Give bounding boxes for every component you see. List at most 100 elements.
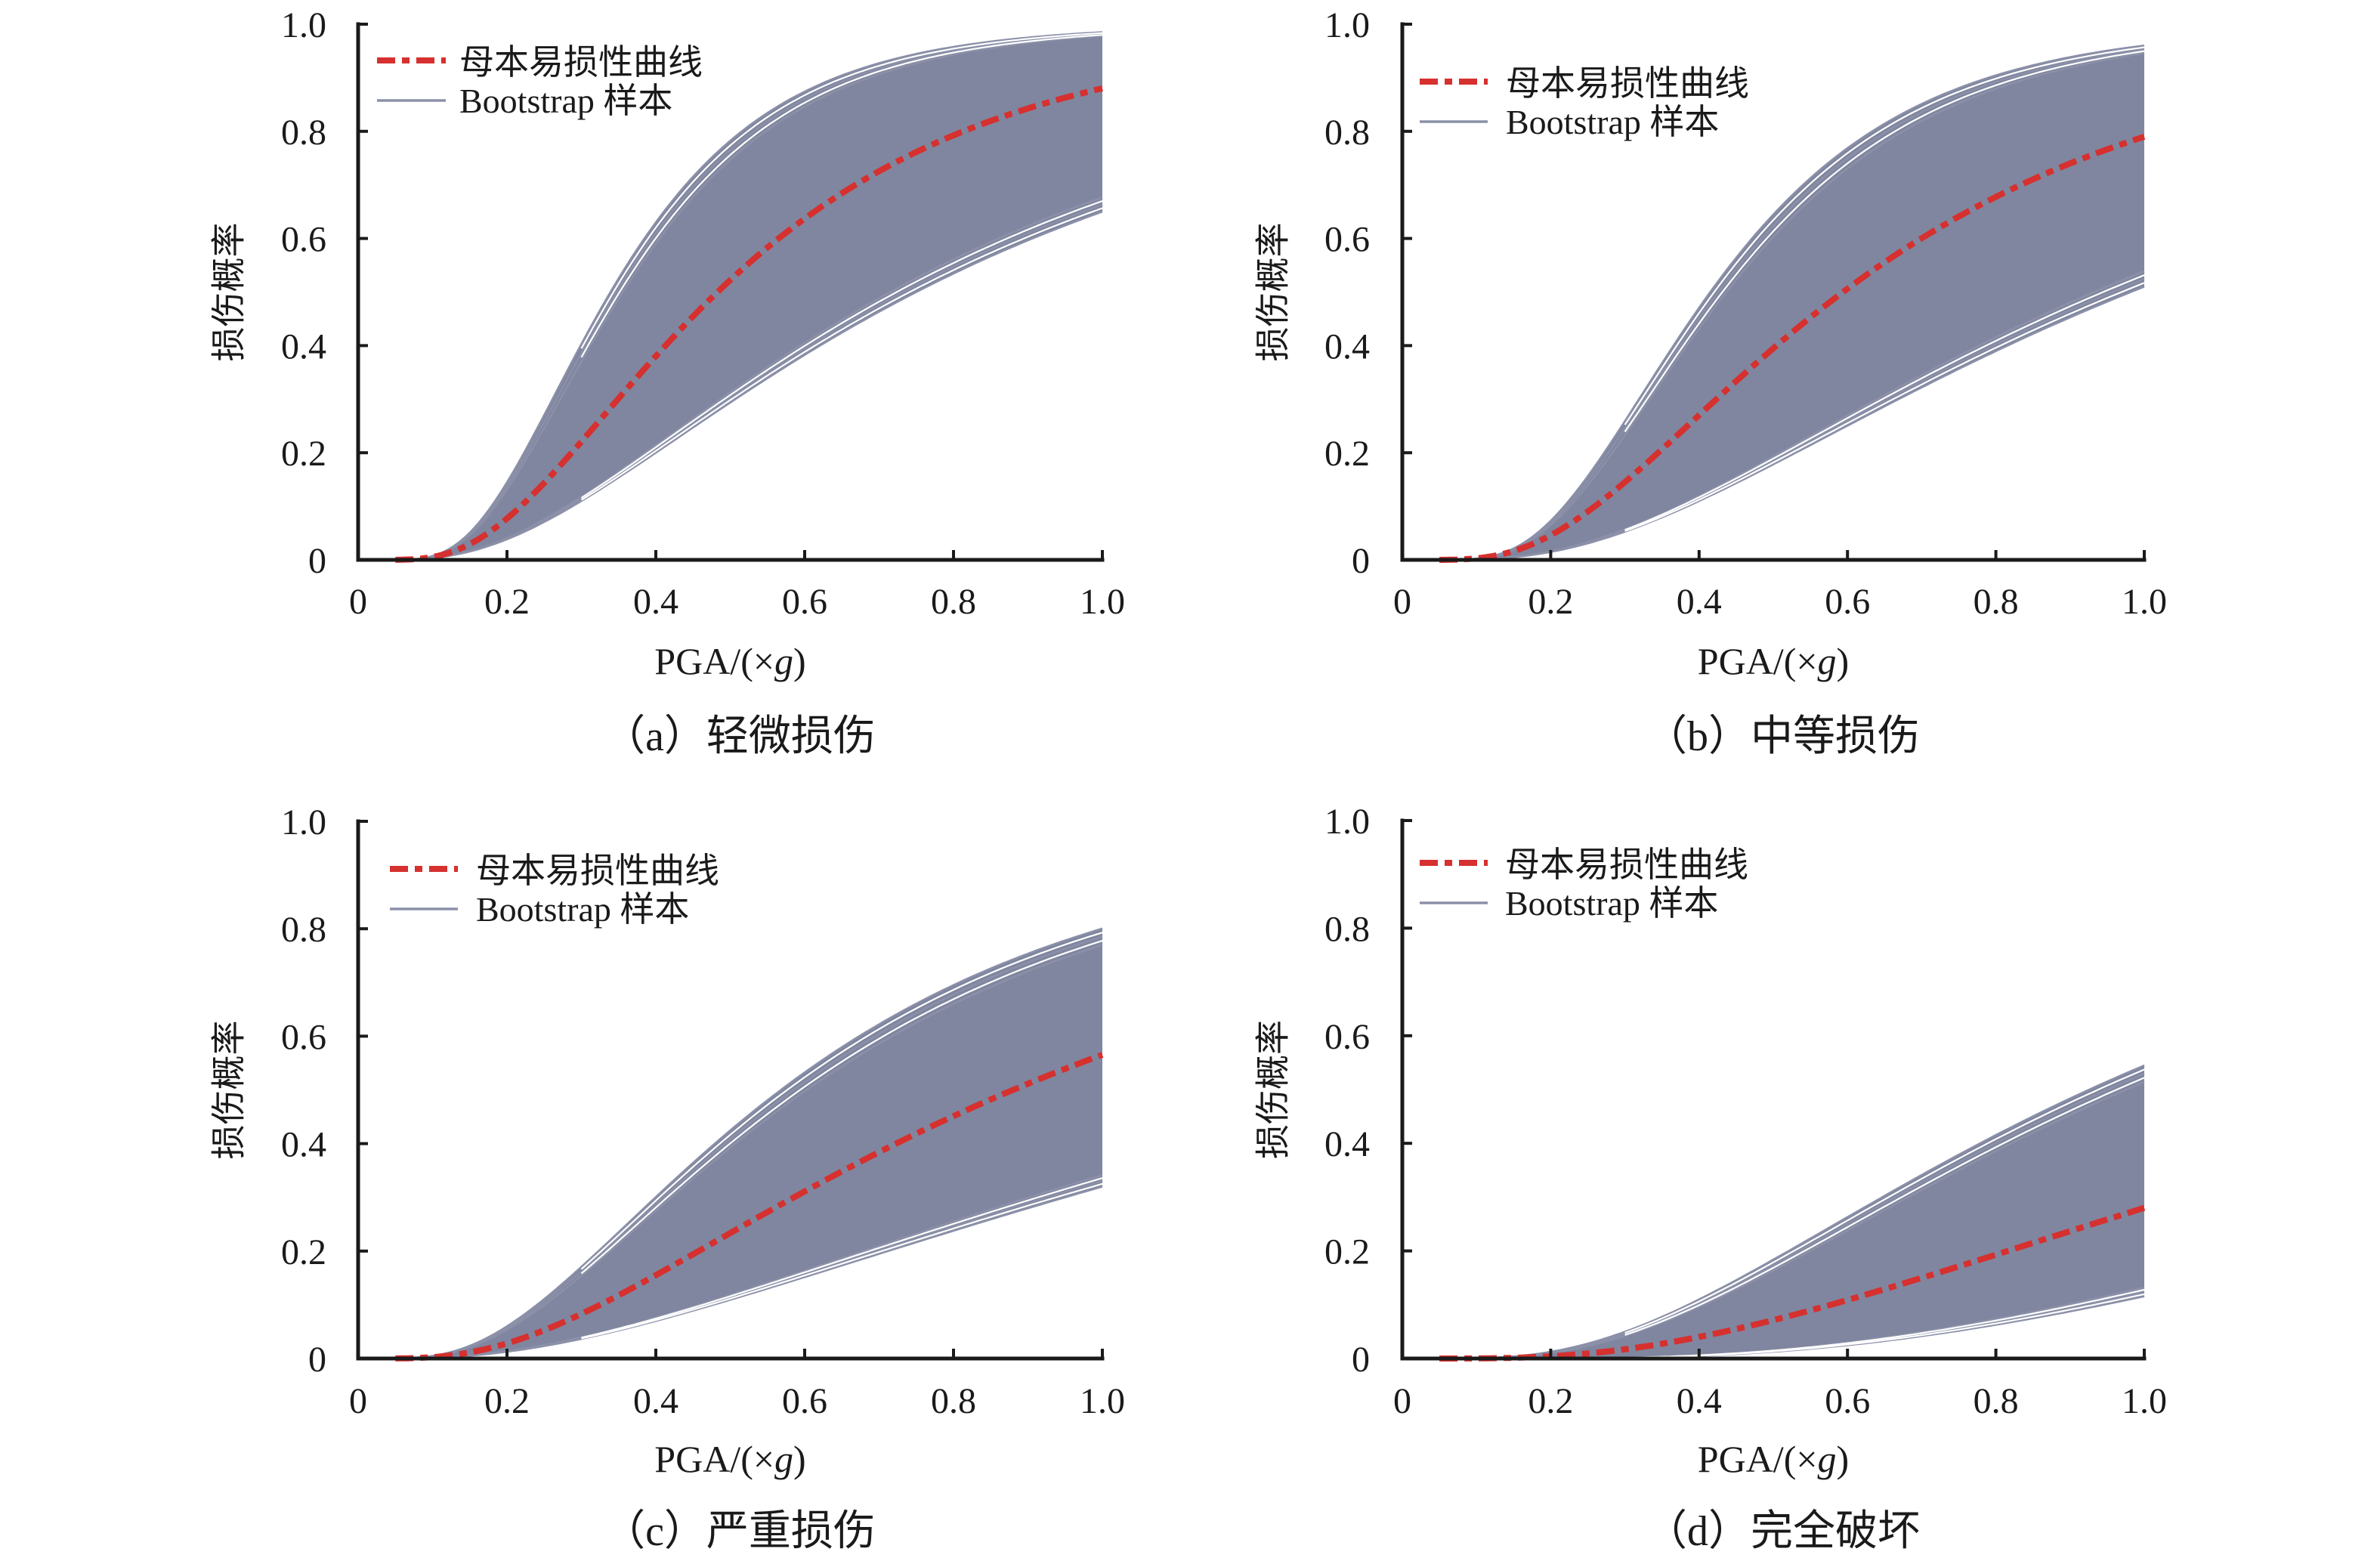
x-tick-label: 0.2: [484, 582, 530, 622]
x-tick-label: 0: [349, 1381, 367, 1421]
panel-caption: （b）中等损伤: [1645, 713, 1920, 760]
parent-fragility-curve: [1439, 134, 2146, 563]
legend-parent-label: 母本易损性曲线: [1505, 845, 1748, 884]
x-tick-label: 0.8: [931, 582, 976, 622]
bootstrap-sample-gap: [580, 32, 1103, 349]
axes: [1400, 22, 2147, 562]
legend-parent-label: 母本易损性曲线: [1506, 64, 1749, 103]
bootstrap-sample-gap: [1624, 46, 2145, 425]
y-tick-label: 1.0: [1324, 5, 1370, 45]
x-axis-title-part: ): [793, 1438, 806, 1480]
x-axis-title: PGA/(×g): [1698, 1438, 1849, 1480]
y-tick-label: 0: [1352, 541, 1370, 581]
y-tick-label: 0.8: [1324, 909, 1370, 949]
bootstrap-band: [395, 32, 1102, 561]
bootstrap-sample-gap: [1624, 282, 2145, 532]
x-tick-label: 0.6: [782, 1381, 827, 1421]
bootstrap-sample-gap: [1624, 1077, 2145, 1336]
parent-fragility-curve: [395, 1052, 1104, 1362]
y-tick-label: 0.2: [1324, 1232, 1370, 1272]
bootstrap-sample-gap: [1624, 50, 2145, 433]
x-tick-label: 0: [1393, 582, 1411, 622]
bootstrap-sample-line: [395, 1185, 1103, 1360]
bootstrap-sample-line: [1439, 48, 2145, 561]
x-tick-label: 0.6: [782, 582, 827, 622]
bootstrap-sample-line: [1439, 52, 2145, 561]
bootstrap-sample-line: [395, 32, 1103, 561]
y-axis-title: 损伤概率: [1254, 223, 1293, 362]
x-axis-title-part: PGA/(×: [1698, 1438, 1818, 1480]
legend-sample-label: Bootstrap 样本: [476, 890, 689, 929]
x-tick-label: 0: [349, 582, 367, 622]
parent-fragility-curve: [395, 85, 1103, 563]
y-tick-label: 0.2: [1324, 434, 1370, 474]
y-tick-label: 0.2: [281, 1232, 326, 1272]
x-tick-label: 0.2: [1528, 1381, 1573, 1421]
legend-sample-label: Bootstrap 样本: [459, 82, 672, 120]
x-axis-title-part: g: [1818, 640, 1837, 682]
bootstrap-sample-line: [1439, 286, 2145, 561]
bootstrap-sample-gap: [1624, 1293, 2145, 1359]
panel-d: 0 0.2 0.4 0.6 0.8 1.0 0 0.2 0.4 0.6 0.8 1.0 PGA/(×g)…: [1254, 802, 2168, 1555]
axes: [356, 22, 1105, 562]
bootstrap-sample-line: [395, 31, 1103, 561]
x-axis-title: PGA/(×g): [654, 640, 805, 682]
x-tick-label: 1.0: [2122, 582, 2167, 622]
y-tick-label: 0.8: [281, 113, 326, 153]
y-tick-label: 0: [1352, 1340, 1370, 1380]
x-axis-title-part: PGA/(×: [1698, 640, 1818, 682]
x-axis-title: PGA/(×g): [1698, 640, 1849, 682]
y-tick-label: 0: [308, 541, 326, 581]
panel-c: 0 0.2 0.4 0.6 0.8 1.0 0 0.2 0.4 0.6 0.8 1.0 PGA/(×g)…: [210, 802, 1126, 1555]
x-tick-label: 0.4: [633, 582, 678, 622]
panel-caption: （c）严重损伤: [603, 1508, 876, 1555]
y-axis-title: 损伤概率: [1254, 1020, 1293, 1159]
x-axis-title-part: PGA/(×: [654, 640, 774, 682]
bootstrap-band: [1439, 45, 2144, 561]
panel-a: 0 0.2 0.4 0.6 0.8 1.0 0 0.2 0.4 0.6 0.8 1.0 PGA/(×g)…: [210, 5, 1126, 760]
legend-sample-label: Bootstrap 样本: [1505, 884, 1718, 923]
x-axis-title-part: g: [774, 1438, 793, 1480]
y-tick-label: 0.6: [1324, 1017, 1370, 1057]
x-tick-label: 0.4: [1677, 582, 1722, 622]
bootstrap-sample-gap: [580, 34, 1103, 358]
y-axis-title: 损伤概率: [210, 1021, 249, 1160]
bootstrap-sample-gap: [580, 207, 1103, 501]
bootstrap-sample-gap: [580, 932, 1103, 1270]
axes: [1400, 818, 2147, 1361]
panel-b: 0 0.2 0.4 0.6 0.8 1.0 0 0.2 0.4 0.6 0.8 1.0 PGA/(×g)…: [1254, 5, 2168, 760]
x-tick-label: 1.0: [1080, 582, 1125, 622]
y-tick-label: 0.4: [1324, 326, 1370, 366]
legend-sample-label: Bootstrap 样本: [1506, 103, 1719, 141]
bootstrap-sample-gap: [1624, 274, 2145, 531]
y-tick-label: 0: [308, 1340, 326, 1380]
y-tick-label: 1.0: [281, 802, 326, 842]
parent-fragility-curve: [1439, 1204, 2146, 1362]
x-axis-title-part: g: [1818, 1438, 1837, 1480]
y-tick-label: 0.6: [281, 1017, 326, 1057]
bootstrap-sample-gap: [580, 200, 1103, 499]
x-axis-title: PGA/(×g): [654, 1438, 805, 1480]
y-tick-label: 0.2: [281, 434, 326, 474]
bootstrap-sample-line: [1439, 1080, 2145, 1360]
bootstrap-sample-line: [395, 927, 1103, 1360]
x-tick-label: 0.2: [1528, 582, 1573, 622]
bootstrap-sample-line: [1439, 45, 2145, 561]
bootstrap-sample-line: [395, 935, 1103, 1360]
x-tick-label: 0.8: [931, 1381, 976, 1421]
bootstrap-sample-gap: [580, 940, 1103, 1275]
x-tick-label: 0.8: [1974, 1381, 2019, 1421]
x-axis-title-part: ): [793, 640, 806, 682]
x-tick-label: 0.8: [1974, 582, 2019, 622]
x-tick-label: 0.4: [1677, 1381, 1722, 1421]
bootstrap-band: [395, 928, 1102, 1359]
y-tick-label: 0.6: [281, 220, 326, 260]
bootstrap-sample-gap: [581, 1177, 1103, 1339]
x-axis-title-part: ): [1837, 1438, 1850, 1480]
y-tick-label: 0.8: [281, 910, 326, 950]
x-tick-label: 0.4: [633, 1381, 678, 1421]
bootstrap-sample-line: [395, 35, 1103, 561]
x-tick-label: 1.0: [1080, 1381, 1125, 1421]
x-axis-title-part: PGA/(×: [654, 1438, 774, 1480]
